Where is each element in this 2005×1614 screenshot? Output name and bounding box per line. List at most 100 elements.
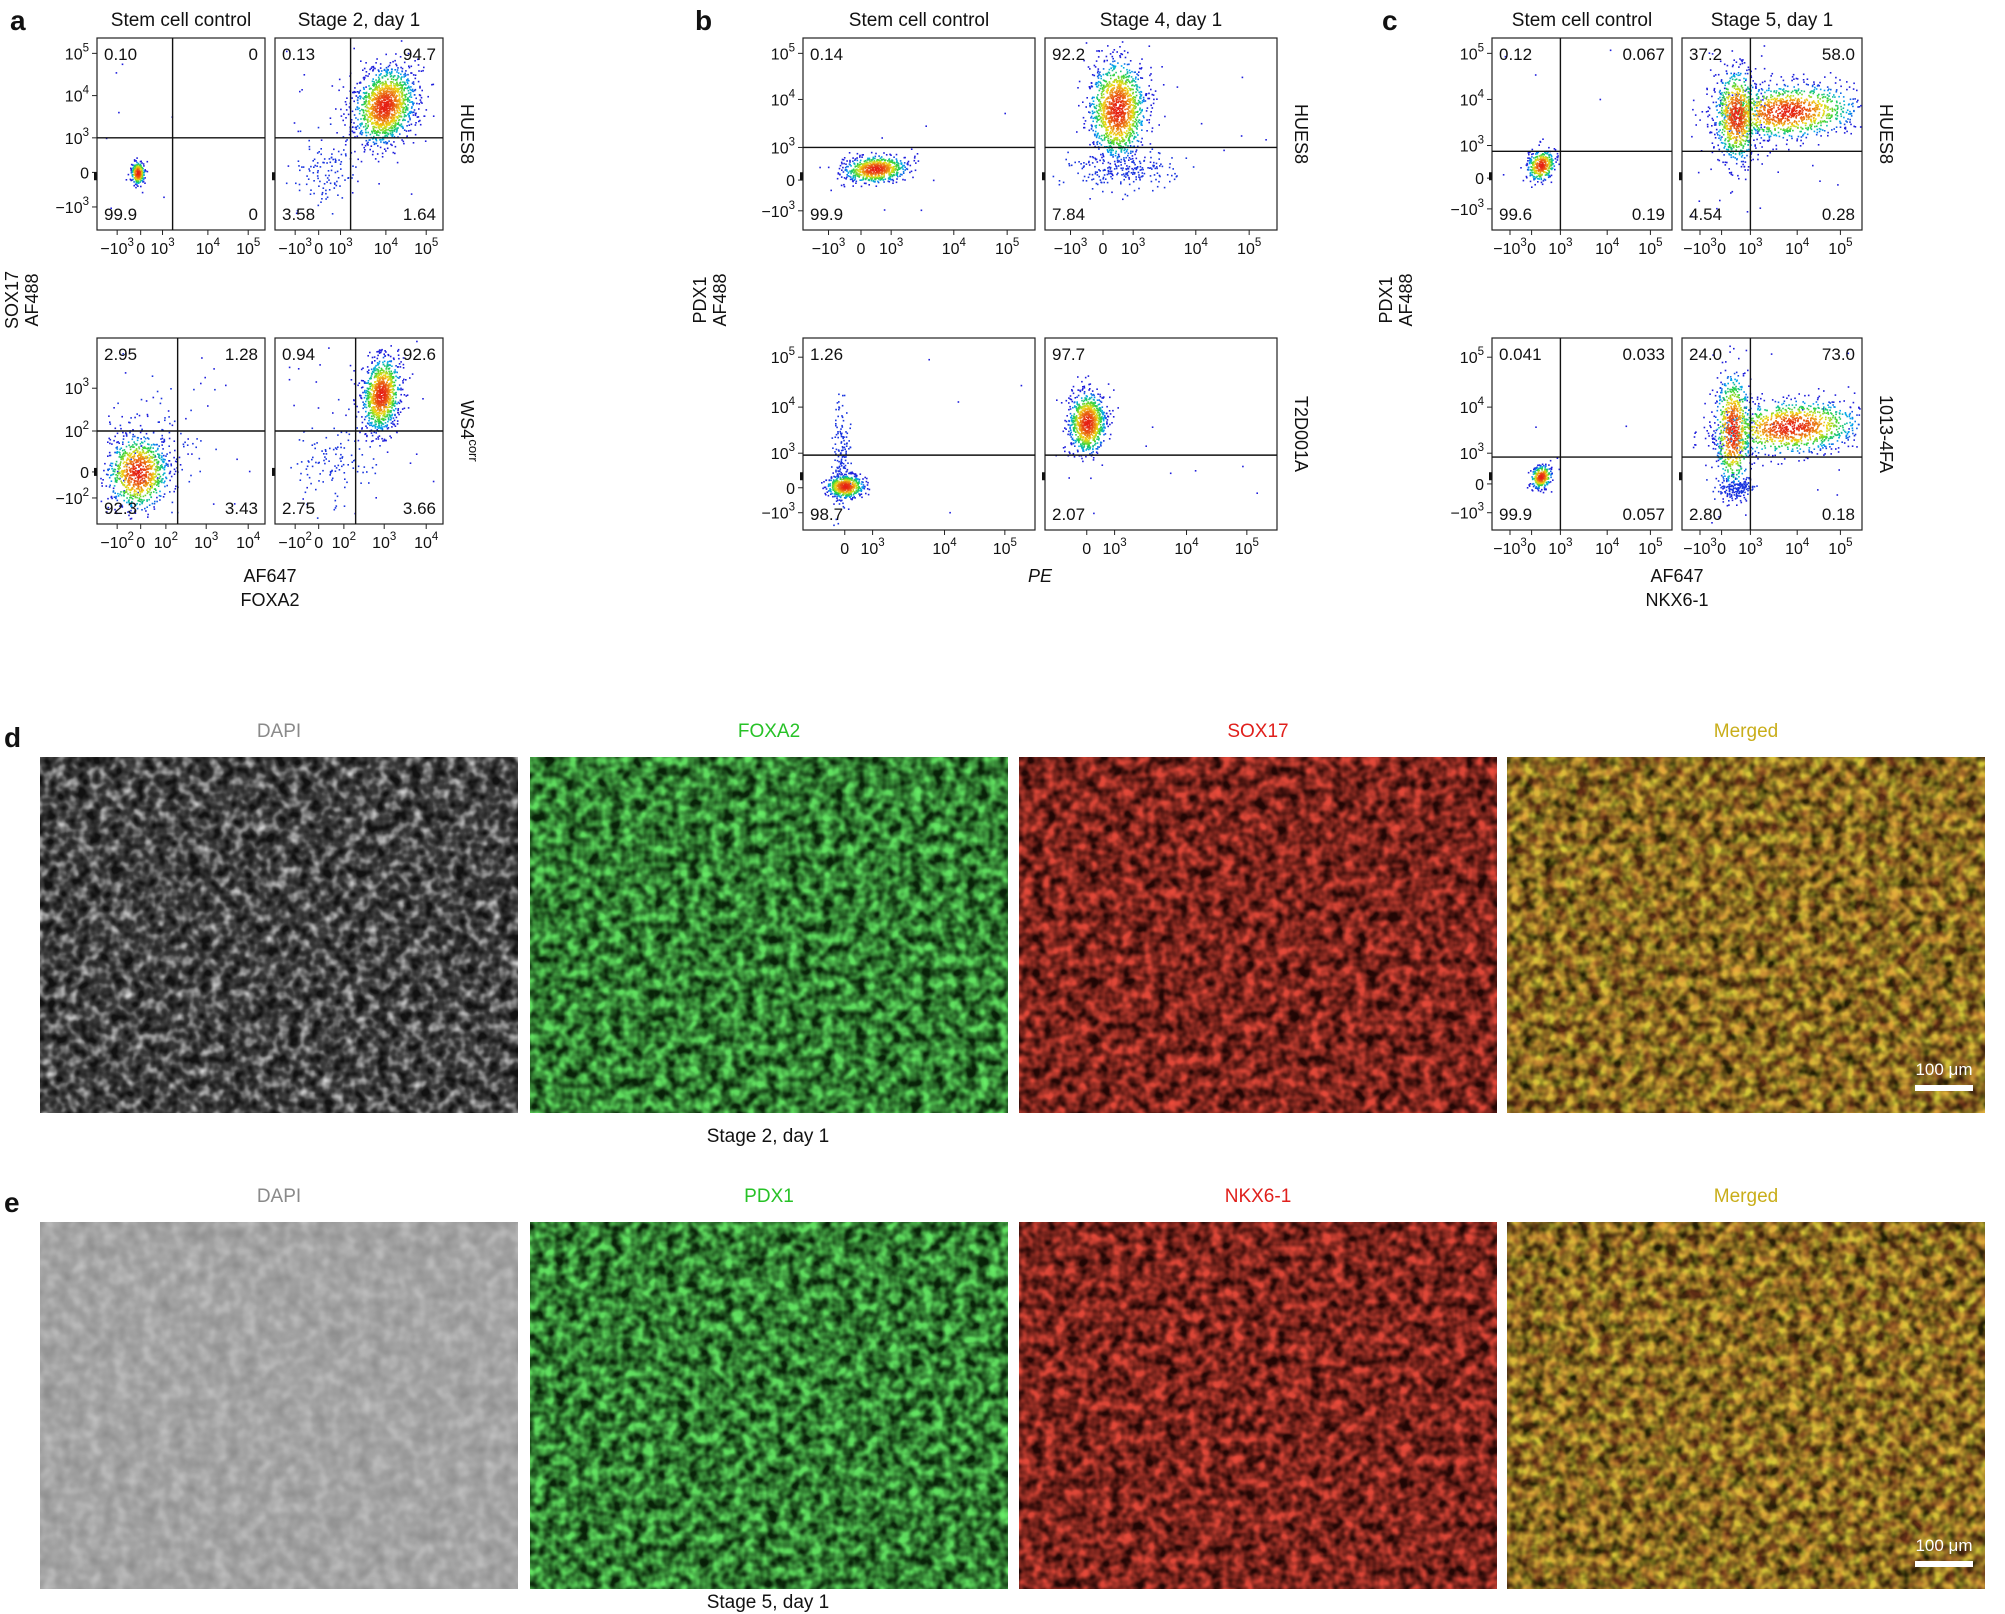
event-dot bbox=[138, 446, 140, 448]
event-dot bbox=[372, 98, 375, 100]
event-dot bbox=[400, 96, 403, 98]
event-dot bbox=[142, 456, 144, 458]
event-dot bbox=[374, 408, 377, 411]
event-dot bbox=[357, 384, 359, 387]
event-dot bbox=[872, 162, 875, 164]
event-dot bbox=[121, 482, 123, 484]
event-dot bbox=[137, 163, 139, 166]
event-dot bbox=[399, 110, 402, 112]
event-dot bbox=[396, 77, 399, 79]
event-dot bbox=[120, 458, 122, 461]
event-dot bbox=[375, 420, 378, 423]
event-dot bbox=[295, 212, 298, 215]
event-dot bbox=[128, 514, 130, 517]
event-dot bbox=[873, 157, 875, 160]
event-dot bbox=[369, 115, 371, 117]
event-dot bbox=[118, 442, 120, 444]
event-dot bbox=[324, 462, 326, 465]
event-dot bbox=[378, 119, 380, 121]
event-dot bbox=[116, 432, 119, 435]
event-dot bbox=[130, 509, 132, 512]
event-dot bbox=[370, 145, 373, 147]
event-dot bbox=[375, 405, 377, 408]
event-dot bbox=[890, 174, 893, 176]
event-dot bbox=[336, 132, 338, 134]
event-dot bbox=[373, 89, 376, 91]
event-dot bbox=[329, 447, 331, 450]
event-dot bbox=[871, 170, 874, 172]
event-dot bbox=[839, 164, 842, 167]
event-dot bbox=[393, 83, 395, 85]
event-dot bbox=[406, 79, 408, 82]
event-dot bbox=[383, 399, 385, 401]
event-dot bbox=[370, 111, 373, 114]
event-dot bbox=[150, 483, 153, 485]
event-dot bbox=[340, 446, 342, 449]
event-dot bbox=[146, 455, 148, 458]
event-dot bbox=[1176, 86, 1179, 88]
event-dot bbox=[402, 118, 405, 121]
event-dot bbox=[396, 376, 399, 379]
event-dot bbox=[379, 63, 382, 65]
event-dot bbox=[381, 105, 384, 108]
event-dot bbox=[382, 93, 385, 95]
event-dot bbox=[318, 461, 320, 464]
event-dot bbox=[853, 163, 856, 165]
event-dot bbox=[377, 131, 380, 133]
event-dot bbox=[333, 508, 336, 511]
event-dot bbox=[374, 360, 376, 362]
event-dot bbox=[1146, 130, 1148, 132]
event-dot bbox=[371, 94, 373, 97]
event-dot bbox=[380, 89, 383, 92]
event-dot bbox=[377, 371, 380, 373]
event-dot bbox=[361, 421, 364, 424]
event-dot bbox=[361, 122, 363, 124]
event-dot bbox=[136, 161, 138, 164]
event-dot bbox=[365, 71, 368, 73]
event-dot bbox=[863, 164, 866, 166]
event-dot bbox=[139, 464, 142, 466]
event-dot bbox=[376, 394, 379, 397]
event-dot bbox=[395, 115, 398, 118]
event-dot bbox=[114, 451, 116, 454]
event-dot bbox=[145, 474, 147, 477]
event-dot bbox=[408, 92, 410, 94]
event-dot bbox=[342, 119, 344, 122]
event-dot bbox=[298, 439, 301, 441]
event-dot bbox=[873, 176, 875, 179]
event-dot bbox=[131, 478, 134, 480]
event-dot bbox=[125, 476, 127, 478]
event-dot bbox=[408, 79, 410, 82]
x-tick-label: 104 bbox=[196, 237, 221, 258]
event-dot bbox=[146, 456, 149, 459]
event-dot bbox=[370, 108, 373, 110]
event-dot bbox=[386, 85, 389, 88]
event-dot bbox=[391, 400, 393, 403]
event-dot bbox=[369, 403, 371, 406]
event-dot bbox=[125, 445, 128, 448]
event-dot bbox=[360, 386, 363, 389]
event-dot bbox=[123, 461, 126, 463]
event-dot bbox=[180, 432, 182, 435]
event-dot bbox=[387, 398, 390, 400]
event-dot bbox=[388, 360, 391, 363]
event-dot bbox=[402, 127, 404, 129]
event-dot bbox=[1141, 58, 1143, 60]
event-dot bbox=[407, 86, 410, 89]
event-dot bbox=[366, 435, 368, 438]
event-dot bbox=[383, 88, 386, 90]
event-dot bbox=[383, 360, 386, 363]
event-dot bbox=[146, 413, 149, 416]
event-dot bbox=[404, 103, 406, 105]
event-dot bbox=[365, 391, 368, 394]
event-dot bbox=[392, 417, 395, 419]
event-dot bbox=[116, 470, 119, 473]
event-dot bbox=[1128, 176, 1130, 179]
event-dot bbox=[397, 103, 399, 105]
event-dot bbox=[385, 70, 387, 72]
event-dot bbox=[370, 67, 373, 70]
event-dot bbox=[161, 481, 163, 484]
event-dot bbox=[394, 152, 396, 155]
event-dot bbox=[1116, 161, 1119, 163]
event-dot bbox=[891, 168, 893, 170]
